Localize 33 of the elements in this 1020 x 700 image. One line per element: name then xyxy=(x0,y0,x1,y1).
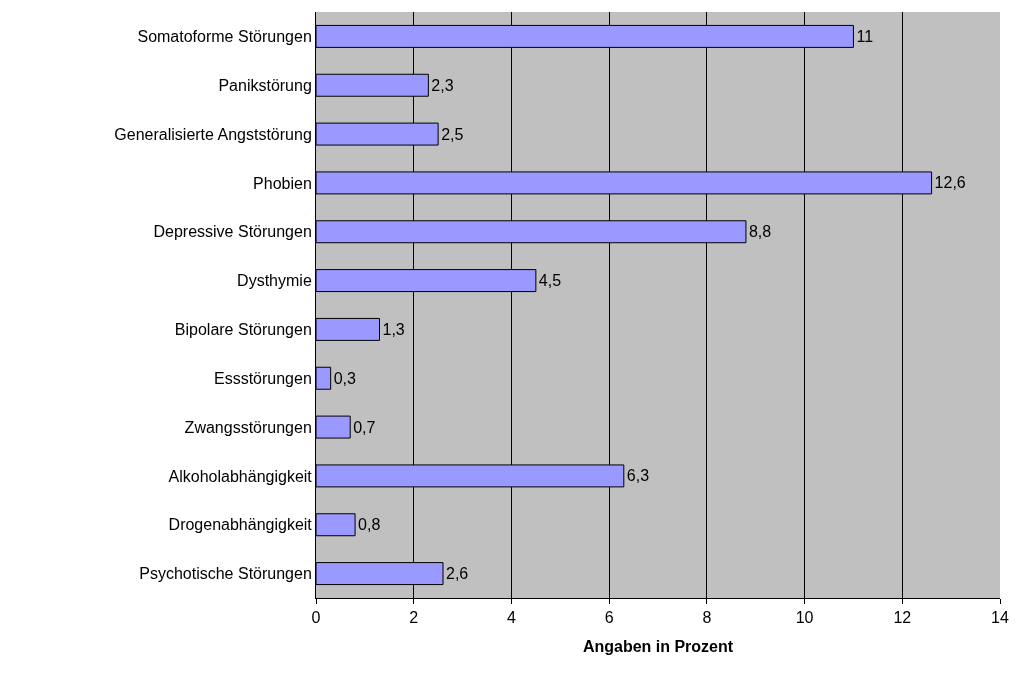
x-tick-label: 10 xyxy=(795,609,814,627)
data-label: 12,6 xyxy=(934,174,966,192)
x-axis-title: Angaben in Prozent xyxy=(582,637,734,655)
y-tick-label: Essstörungen xyxy=(213,369,312,387)
x-tick-label: 6 xyxy=(604,609,614,627)
y-tick-label: Generalisierte Angststörung xyxy=(114,125,312,143)
y-tick-label: Psychotische Störungen xyxy=(139,565,312,583)
x-tick-label: 12 xyxy=(893,609,912,627)
x-tick-label: 0 xyxy=(311,609,321,627)
y-tick-label: Zwangsstörungen xyxy=(184,418,312,436)
data-label: 6,3 xyxy=(626,467,650,485)
x-tick-label: 14 xyxy=(991,609,1009,627)
y-tick-label: Somatoforme Störungen xyxy=(137,28,312,46)
y-tick-label: Depressive Störungen xyxy=(153,223,312,241)
x-tick-label: 4 xyxy=(506,609,516,627)
data-label: 0,7 xyxy=(353,418,376,436)
y-tick-label: Drogenabhängigkeit xyxy=(168,516,313,534)
data-label: 1,3 xyxy=(382,320,405,338)
data-label: 2,5 xyxy=(441,125,464,143)
x-tick-label: 2 xyxy=(409,609,419,627)
y-tick-label: Alkoholabhängigkeit xyxy=(168,467,313,485)
y-tick-label: Phobien xyxy=(253,174,312,192)
y-tick-label: Panikstörung xyxy=(218,76,312,94)
y-tick-label: Dysthymie xyxy=(237,272,312,290)
y-tick-label: Bipolare Störungen xyxy=(174,321,312,339)
data-label: 4,5 xyxy=(538,272,562,290)
data-label: 0,3 xyxy=(333,369,356,387)
data-label: 8,8 xyxy=(748,223,772,241)
data-label: 2,6 xyxy=(446,565,469,583)
x-tick-label: 8 xyxy=(702,609,712,627)
data-label: 2,3 xyxy=(431,76,454,94)
data-label: 11 xyxy=(856,27,874,45)
data-label: 0,8 xyxy=(358,516,381,534)
